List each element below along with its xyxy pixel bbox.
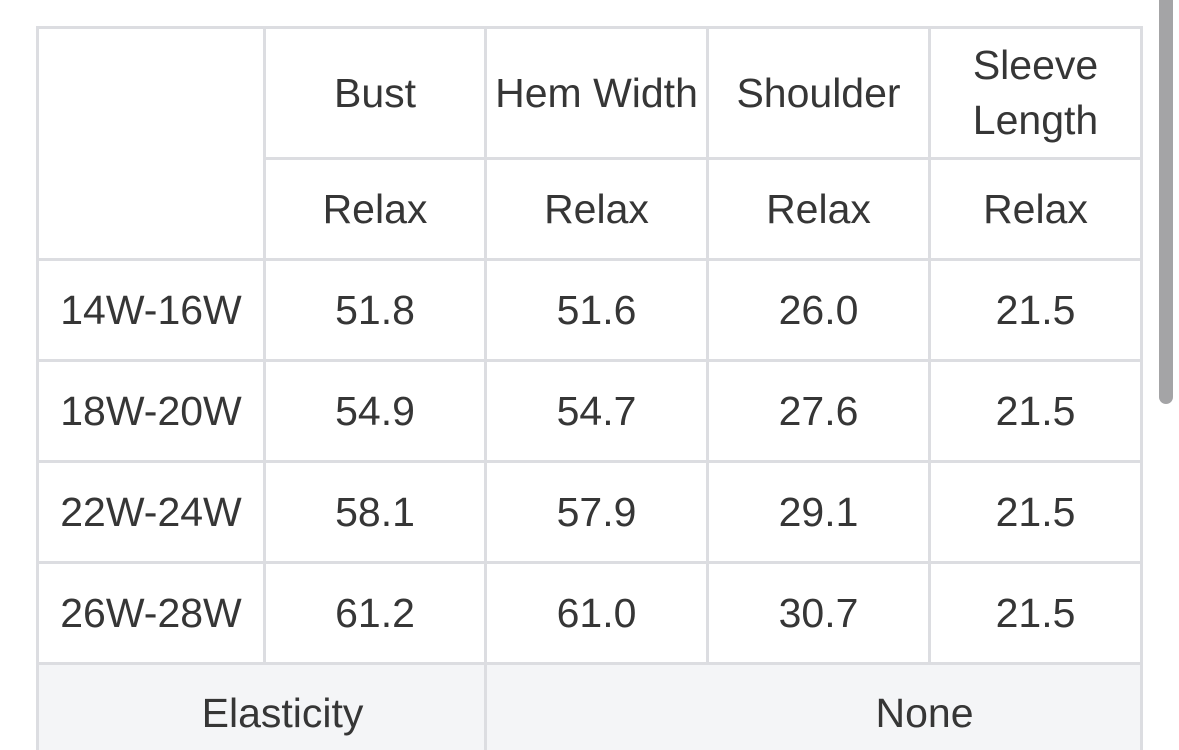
size-cell: 18W-20W [36, 359, 266, 463]
value-cell: 61.2 [263, 561, 487, 665]
value-cell: 21.5 [928, 359, 1143, 463]
value-cell: 58.1 [263, 460, 487, 564]
corner-header-us-size: US Size [36, 26, 266, 261]
value-cell: 27.6 [706, 359, 931, 463]
column-header-bust: Bust [263, 26, 487, 160]
header-row-measurements: US Size Bust Hem Width Shoulder Sleeve L… [36, 26, 1143, 261]
table-row: 26W-28W 61.2 61.0 30.7 21.5 [36, 561, 1143, 665]
value-cell: 21.5 [928, 258, 1143, 362]
value-cell: 57.9 [484, 460, 709, 564]
elasticity-row: Elasticity None [36, 662, 1143, 750]
fit-header-hem-width: Relax [484, 157, 709, 261]
value-cell: 61.0 [484, 561, 709, 665]
value-cell: 54.7 [484, 359, 709, 463]
elasticity-label-cell: Elasticity [36, 662, 487, 750]
value-cell: 29.1 [706, 460, 931, 564]
fit-header-bust: Relax [263, 157, 487, 261]
header-row-fit: Relax Relax Relax Relax [38, 157, 1143, 261]
size-cell: 26W-28W [36, 561, 266, 665]
value-cell: 26.0 [706, 258, 931, 362]
value-cell: 51.8 [263, 258, 487, 362]
column-header-sleeve-length: Sleeve Length [928, 26, 1143, 160]
vertical-scrollbar-thumb[interactable] [1159, 0, 1173, 404]
value-cell: 21.5 [928, 561, 1143, 665]
value-cell: 51.6 [484, 258, 709, 362]
table-row: 14W-16W 51.8 51.6 26.0 21.5 [36, 258, 1143, 362]
value-cell: 54.9 [263, 359, 487, 463]
column-header-hem-width: Hem Width [484, 26, 709, 160]
size-cell: 14W-16W [36, 258, 266, 362]
fit-header-shoulder: Relax [706, 157, 931, 261]
size-cell: 22W-24W [36, 460, 266, 564]
elasticity-value-cell: None [484, 662, 1143, 750]
size-chart-table: US Size Bust Hem Width Shoulder Sleeve L… [36, 26, 1143, 750]
value-cell: 21.5 [928, 460, 1143, 564]
table-row: 18W-20W 54.9 54.7 27.6 21.5 [36, 359, 1143, 463]
value-cell: 30.7 [706, 561, 931, 665]
fit-header-sleeve-length: Relax [928, 157, 1143, 261]
table-row: 22W-24W 58.1 57.9 29.1 21.5 [36, 460, 1143, 564]
column-header-shoulder: Shoulder [706, 26, 931, 160]
